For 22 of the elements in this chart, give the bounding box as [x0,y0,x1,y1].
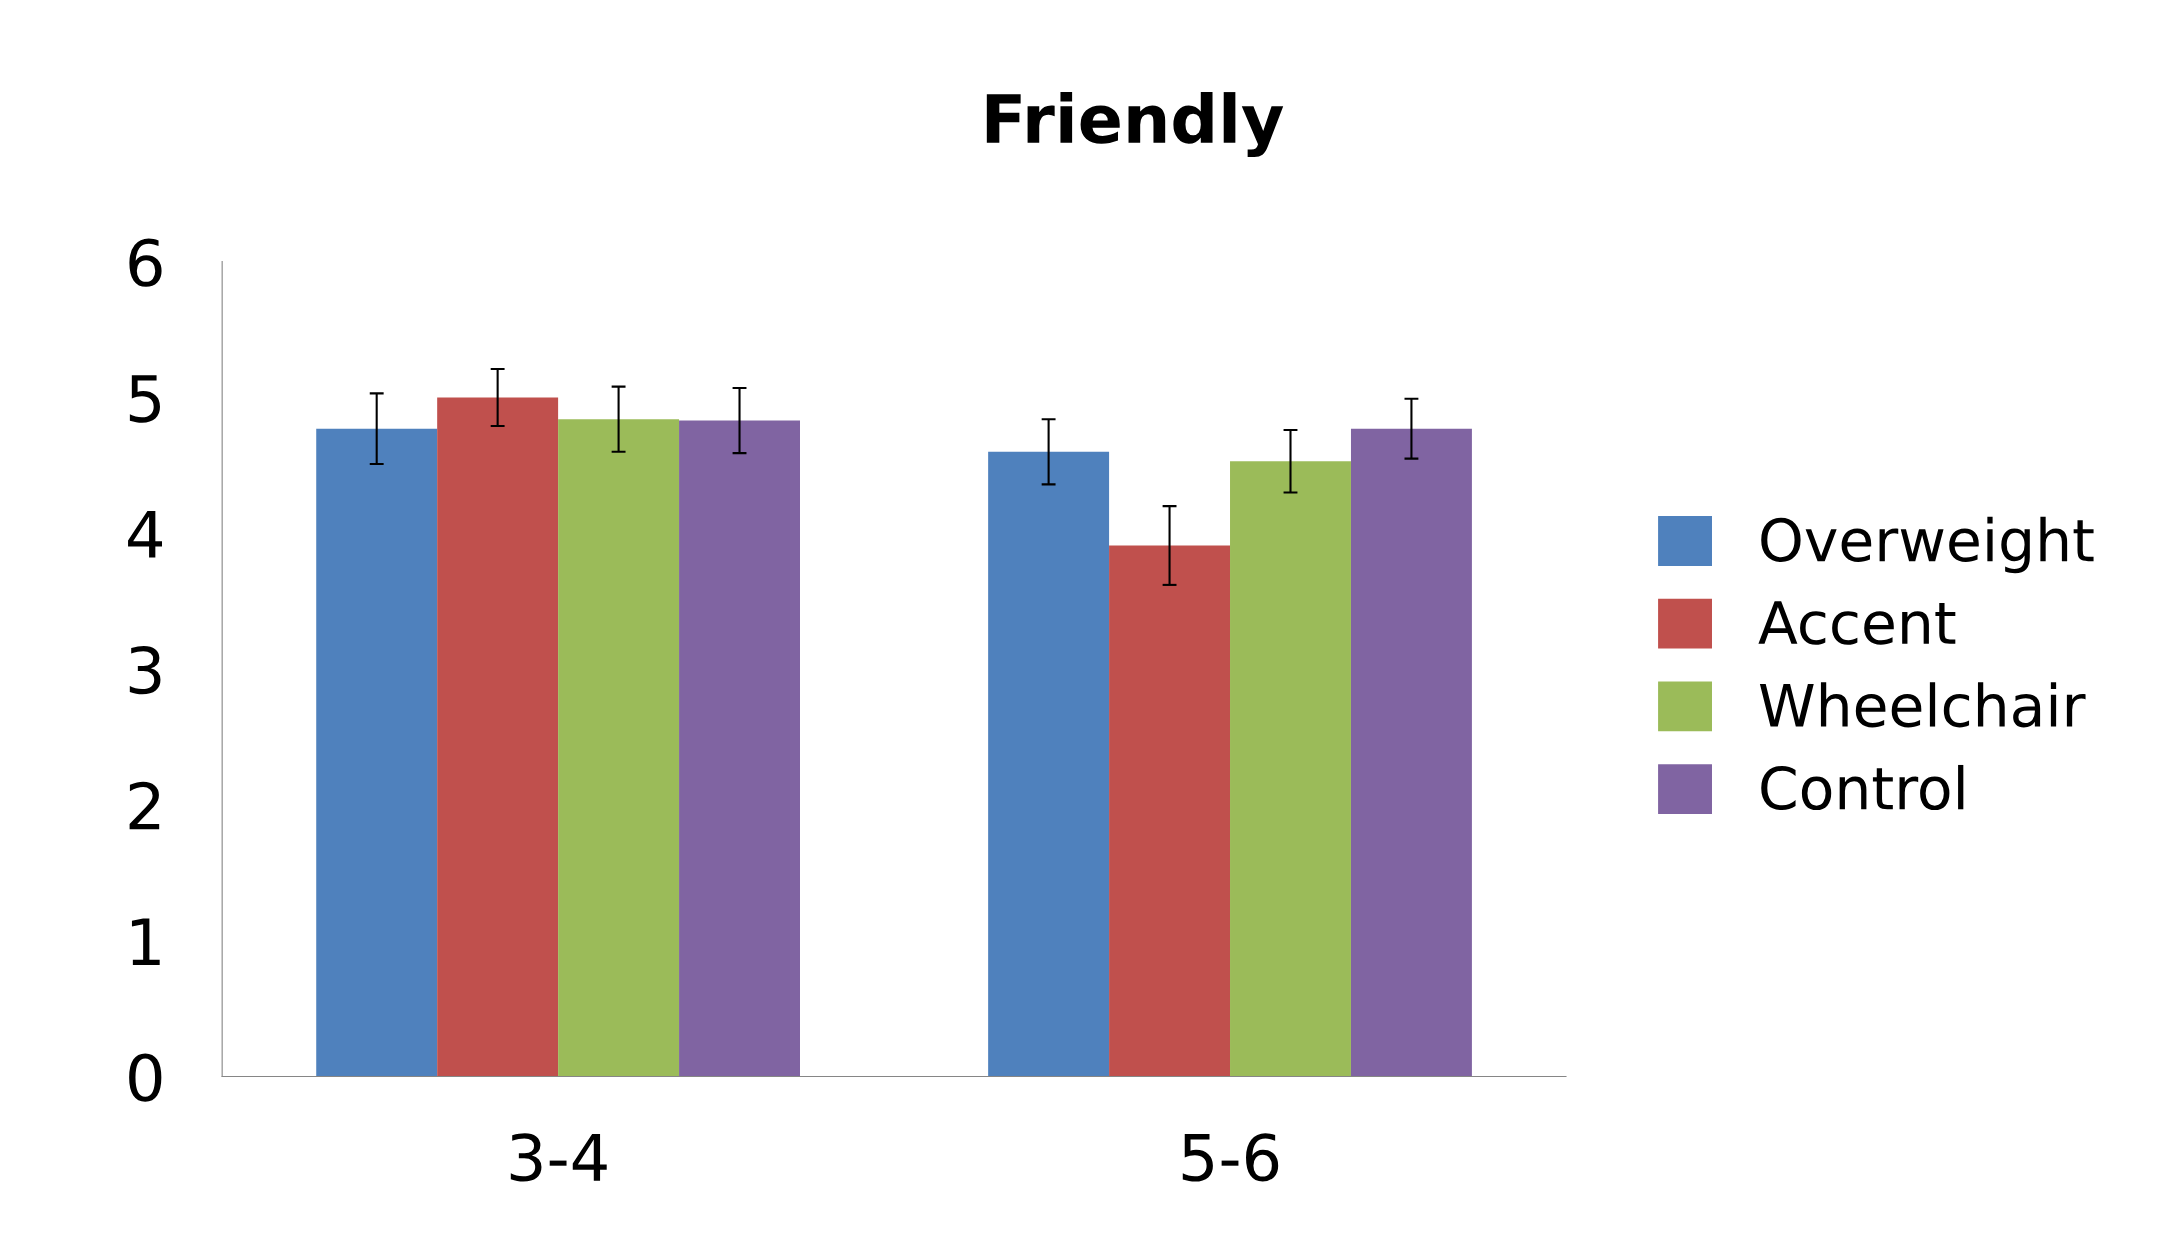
y-tick-label: 1 [131,918,160,965]
bar [1230,461,1351,1077]
y-tick-label: 0 [129,1053,162,1102]
bar [558,419,680,1077]
y-tick-label: 2 [129,781,160,830]
y-tick-label: 6 [129,238,162,287]
y-tick-label: 3 [129,645,161,695]
legend-label: Accent [1758,601,1956,645]
legend-label: Overweight [1761,516,2094,574]
legend-label: Control [1761,764,1964,811]
x-tick-label: 5-6 [1182,1133,1279,1182]
bar [679,420,800,1077]
bar [316,428,438,1077]
bar [1109,545,1231,1077]
x-tick-label: 3-4 [510,1133,607,1182]
legend-label: Wheelchair [1759,682,2086,728]
y-tick-label: 5 [129,375,160,423]
y-tick-label: 4 [128,510,162,558]
bar [437,397,559,1077]
bar [988,451,1110,1077]
bar [1350,428,1472,1077]
chart-title: Friendly [986,92,1284,158]
